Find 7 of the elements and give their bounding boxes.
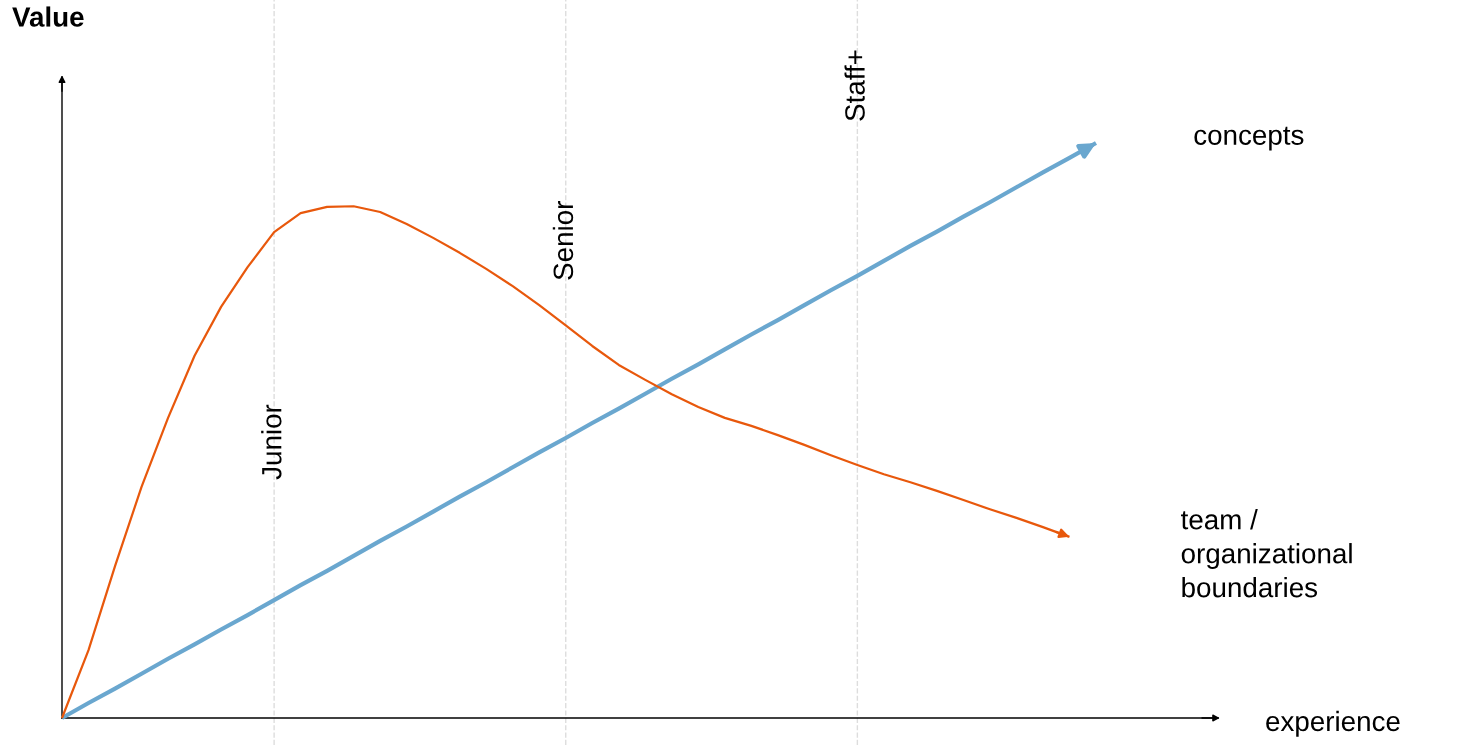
x-tick-label: Senior xyxy=(552,201,574,280)
x-tick-label: Staff+ xyxy=(844,50,865,121)
text: team / organizational boundaries xyxy=(1181,509,1352,598)
text: experience xyxy=(1266,710,1400,737)
x-tick-label: Junior xyxy=(261,404,282,480)
y-axis-title: Value xyxy=(12,6,84,27)
text: concepts xyxy=(1194,126,1304,151)
